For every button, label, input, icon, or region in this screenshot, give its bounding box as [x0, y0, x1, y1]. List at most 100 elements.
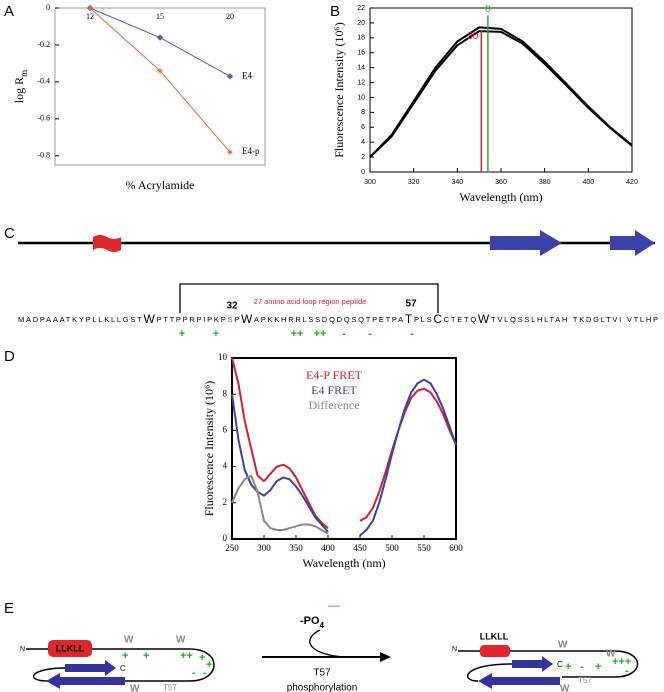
y-tick-label: 6	[223, 424, 228, 434]
annotation-label: 30	[467, 31, 479, 42]
series-line	[369, 26, 633, 158]
charge: -	[203, 667, 207, 679]
residue-number: 57	[405, 299, 417, 310]
trp: W	[558, 640, 568, 651]
series-line	[231, 474, 329, 535]
n-terminus: N	[452, 646, 457, 653]
y-tick-label: -0.2	[37, 40, 50, 49]
strand	[478, 673, 560, 689]
charge: ++	[314, 328, 327, 340]
x-tick-label: 320	[408, 179, 420, 186]
legend-entry: Difference	[308, 398, 359, 412]
sequence-segment: CTETQ	[444, 315, 477, 324]
x-tick-label: 20	[226, 12, 234, 21]
y-axis-label: Fluorescence Intensity (10⁶)	[202, 381, 216, 516]
panel-letter: C	[4, 225, 15, 242]
backbone	[26, 648, 215, 682]
reagent-text: -PO	[300, 615, 320, 627]
x-axis-label: Wavelength (nm)	[302, 556, 385, 570]
y-axis-label: log Rm	[12, 70, 29, 103]
charge: +++	[612, 656, 631, 668]
charge: -	[625, 665, 629, 677]
marker	[156, 67, 164, 74]
marker	[226, 148, 234, 156]
sequence-segment: MADPAAATKYPLLKLLGST	[18, 315, 142, 324]
x-tick-label: 500	[385, 543, 399, 553]
bracket	[179, 283, 439, 313]
series-label: E4-p	[242, 146, 260, 156]
y-tick-label: 12	[357, 79, 365, 86]
y-axis-label-text: Fluorescence Intensity (10⁶)	[332, 22, 346, 157]
y-tick-label: 20	[357, 20, 365, 27]
site: T57	[163, 683, 177, 692]
y-axis-label: Fluorescence Intensity (10⁶)	[332, 22, 346, 157]
x-tick-label: 550	[417, 543, 431, 553]
charge: +	[213, 328, 219, 340]
legend-entry: E4-P FRET	[306, 368, 363, 382]
sequence: MADPAAATKYPLLKLLGST W PTTPPRPIPKP S P W APKKHR…	[18, 312, 658, 326]
trp: W	[606, 649, 616, 660]
charge: -	[580, 661, 584, 673]
strand	[490, 230, 562, 256]
x-tick-label: 400	[582, 179, 594, 186]
residue-number: 32	[226, 301, 238, 312]
marker	[86, 4, 94, 12]
c-terminus: C	[120, 664, 126, 673]
panel-letter: E	[4, 600, 14, 617]
y-tick-label: 8	[223, 388, 228, 398]
plot-frame	[54, 7, 266, 166]
x-tick-label: 420	[626, 179, 638, 186]
charge: +	[122, 650, 128, 662]
motif: LLKLL	[56, 643, 85, 653]
marker	[156, 34, 164, 41]
motif: LLKLL	[480, 631, 509, 641]
sequence-segment: T	[405, 312, 413, 326]
charge: +	[565, 661, 571, 673]
series-label: E4	[242, 70, 252, 80]
sequence-segment: C	[433, 312, 442, 326]
y-tick-label: 8	[361, 109, 365, 116]
sequence-segment: TVLQSSLHLTAH TKDGLTVI VTLHP	[491, 315, 658, 324]
y-axis-label-text: log R	[12, 77, 26, 103]
charge: -	[342, 328, 346, 340]
sequence-segment: W	[143, 312, 155, 326]
site-label: T57	[313, 668, 331, 679]
x-tick-label: 15	[156, 12, 164, 21]
y-tick-label: 6	[361, 124, 365, 131]
charge: +	[595, 661, 601, 673]
n-terminus: N	[20, 646, 25, 653]
trp: W	[130, 684, 140, 692]
charge: -	[410, 328, 414, 340]
x-tick-label: 380	[539, 179, 551, 186]
arrow-head	[380, 652, 391, 662]
charge: +	[143, 650, 149, 662]
strand	[65, 660, 116, 676]
y-tick-label: 0	[223, 533, 228, 543]
y-tick-label: -0.4	[37, 77, 50, 86]
trp: W	[560, 684, 570, 692]
y-tick-label: 16	[357, 50, 365, 57]
plot-frame	[231, 357, 457, 540]
y-tick-label: 22	[357, 5, 365, 12]
x-tick-label: 350	[289, 543, 303, 553]
x-tick-label: 400	[321, 543, 335, 553]
panel-letter: D	[4, 348, 15, 365]
charge: -	[192, 667, 196, 679]
reagent-charge: —	[328, 598, 340, 612]
marker	[226, 73, 234, 80]
sequence-segment: PTTPPRPIPKP	[157, 315, 226, 324]
reagent: -PO4	[300, 615, 325, 630]
x-tick-label: 450	[353, 543, 367, 553]
y-tick-label: 2	[223, 497, 228, 507]
helix	[93, 235, 121, 252]
x-tick-label: 250	[225, 543, 239, 553]
y-tick-label: 0	[361, 169, 365, 176]
backbone	[458, 650, 639, 682]
sequence-segment: PLS	[414, 315, 432, 324]
panel-letter: A	[4, 3, 14, 20]
charge: ++	[291, 328, 304, 340]
y-tick-label: 4	[361, 139, 365, 146]
y-axis-label-text: Fluorescence Intensity (10⁶)	[202, 381, 216, 516]
trp: W	[124, 635, 134, 646]
series-line	[369, 30, 633, 158]
